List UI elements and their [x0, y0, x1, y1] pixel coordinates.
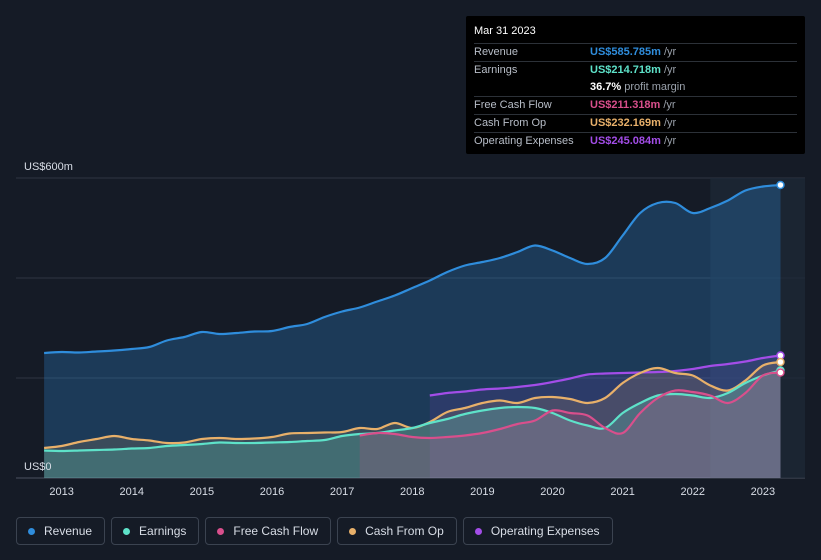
x-tick-label-2022: 2022 — [681, 486, 705, 498]
x-tick-label-2014: 2014 — [119, 486, 143, 498]
x-tick-label-2023: 2023 — [751, 486, 775, 498]
tooltip-row-revenue: Revenue US$585.785m/yr — [474, 43, 797, 61]
legend-label: Cash From Op — [365, 524, 444, 538]
legend-label: Operating Expenses — [490, 524, 600, 538]
earnings-line — [44, 369, 781, 453]
revenue-area — [44, 185, 781, 478]
tooltip-row-label: Earnings — [474, 64, 518, 76]
tooltip-row-unit: /yr — [663, 99, 676, 111]
series-end-markers — [776, 180, 785, 377]
forecast-region — [710, 178, 805, 478]
free-cash-flow-line — [359, 371, 781, 440]
tooltip-row-unit: profit margin — [624, 81, 686, 93]
x-tick-label-2015: 2015 — [190, 486, 214, 498]
free-cash-flow-area — [359, 372, 781, 478]
tooltip-row-value: US$585.785m — [590, 46, 661, 58]
tooltip-row-label: Revenue — [474, 46, 519, 58]
tooltip-row-label: Cash From Op — [474, 117, 547, 129]
legend-label: Revenue — [44, 524, 93, 538]
x-tick-label-2019: 2019 — [470, 486, 494, 498]
tooltip-row-label: Free Cash Flow — [474, 99, 552, 111]
legend-dot-icon — [474, 527, 482, 535]
tooltip-rows: Revenue US$585.785m/yr Earnings US$214.718m… — [474, 43, 797, 150]
tooltip-row-operating-expenses: Operating Expenses US$245.084m/yr — [474, 132, 797, 150]
cash-from-op-area — [44, 362, 781, 478]
tooltip-row-profit-margin: 36.7% profit margin — [474, 79, 797, 96]
tooltip-row-value: US$245.084m — [590, 135, 661, 147]
tooltip-row-earnings: Earnings US$214.718m/yr — [474, 61, 797, 79]
chart-legend: Revenue Earnings Free Cash Flow Cash From O… — [16, 517, 613, 547]
axis-labels: US$600m US$0 2013 2014 2015 2016 2017 2018 2019 2… — [24, 161, 775, 498]
legend-dot-icon — [123, 527, 131, 535]
tooltip-row-unit: /yr — [663, 135, 677, 147]
series-lines — [43, 183, 781, 453]
tooltip-row-label — [474, 79, 590, 96]
tooltip-row-value: US$211.318m — [590, 99, 661, 111]
legend-item-operating-expenses[interactable]: Operating Expenses — [462, 517, 613, 545]
tooltip-row-unit: /yr — [663, 64, 677, 76]
earnings-area — [44, 370, 781, 478]
legend-item-cash-from-op[interactable]: Cash From Op — [337, 517, 457, 545]
tooltip-row-label: Operating Expenses — [474, 135, 574, 147]
series-areas — [44, 178, 805, 478]
tooltip-row-value: US$214.718m — [590, 64, 661, 76]
legend-item-revenue[interactable]: Revenue — [16, 517, 106, 545]
tooltip-row-free-cash-flow: Free Cash Flow US$211.318m/yr — [474, 96, 797, 114]
legend-dot-icon — [217, 527, 225, 535]
x-tick-label-2013: 2013 — [49, 486, 73, 498]
x-tick-label-2018: 2018 — [400, 486, 424, 498]
legend-item-free-cash-flow[interactable]: Free Cash Flow — [205, 517, 332, 545]
x-tick-label-2016: 2016 — [260, 486, 284, 498]
tooltip-row-value: 36.7% — [590, 81, 622, 93]
tooltip-date: Mar 31 2023 — [474, 25, 536, 37]
cash-from-op-end-marker — [776, 357, 785, 367]
data-tooltip: Mar 31 2023 Revenue US$585.785m/yr Earning… — [466, 16, 805, 154]
x-tick-label-2020: 2020 — [540, 486, 564, 498]
grid-lines — [16, 177, 805, 479]
y-tick-label-zero: US$0 — [24, 461, 52, 473]
legend-dot-icon — [28, 527, 35, 535]
legend-label: Earnings — [139, 524, 187, 538]
legend-item-earnings[interactable]: Earnings — [111, 517, 200, 545]
free-cash-flow-end-marker — [776, 368, 785, 377]
tooltip-row-unit: /yr — [663, 117, 677, 129]
revenue-line — [44, 183, 781, 355]
tooltip-row-value: US$232.169m — [590, 117, 661, 129]
tooltip-row-unit: /yr — [663, 46, 677, 58]
tooltip-row-cash-from-op: Cash From Op US$232.169m/yr — [474, 114, 797, 132]
revenue-end-marker — [776, 180, 785, 190]
y-tick-label-max: US$600m — [24, 161, 73, 173]
x-tick-label-2017: 2017 — [330, 486, 354, 498]
operating-expenses-line — [429, 354, 781, 397]
legend-dot-icon — [349, 527, 357, 535]
x-tick-label-2021: 2021 — [610, 486, 634, 498]
legend-label: Free Cash Flow — [233, 524, 319, 538]
operating-expenses-area — [429, 355, 781, 478]
